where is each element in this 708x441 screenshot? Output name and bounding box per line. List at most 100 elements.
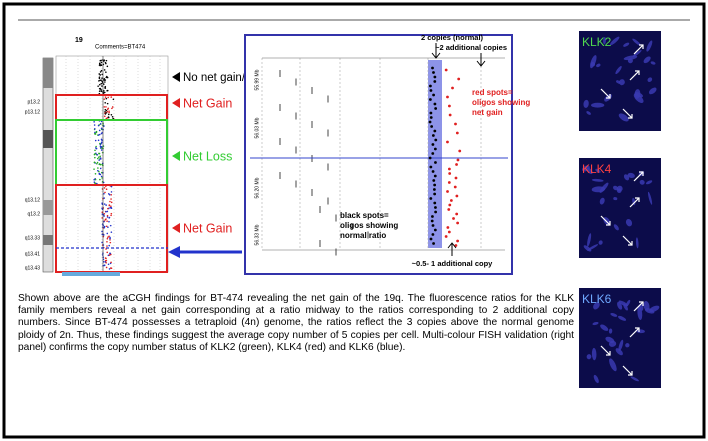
dot [101,241,103,244]
dot [447,181,451,184]
dot [93,161,96,164]
dot [102,60,105,62]
dot [433,102,437,106]
dot [111,106,114,108]
dot [94,139,97,142]
axis-label: 56.33 Mb [254,224,260,245]
band-label: q13.33 [25,235,41,241]
dot [103,220,105,223]
signal-arrow [633,44,644,55]
dot [98,77,101,80]
dot [93,128,96,130]
signal-arrow [628,371,633,376]
dot [105,248,107,250]
dot [107,236,109,238]
dot [101,233,104,236]
dot [97,85,99,87]
dot [104,191,106,194]
dot [429,111,433,115]
chromosome-spread [616,80,621,84]
chromosome-spread [613,224,619,231]
chromosome-spread [632,50,642,58]
chromosome-spread [639,179,645,185]
signal-arrow [628,114,633,119]
dot [100,64,103,66]
dot [108,193,111,196]
dot [110,214,112,217]
signal-arrow [639,171,644,176]
dot [105,76,108,79]
dot [107,96,109,99]
pointer [172,223,180,233]
chromosome-spread [618,113,629,122]
dot [100,175,103,178]
signal-arrow [629,327,640,338]
dot [448,203,452,207]
dot [98,90,101,92]
chromosome-spread [591,347,597,361]
dot [98,62,101,65]
chromosome-spread [632,38,641,46]
dot [101,73,103,76]
dot [98,129,101,132]
signal-arrow [622,108,633,119]
dot [106,214,109,217]
signal-arrow [633,301,644,312]
dot [102,83,105,85]
dot [99,122,102,125]
chromosome-spread [587,233,592,247]
dot [105,97,108,100]
dot [100,88,102,91]
dot [107,207,109,210]
signal-arrow [629,70,640,81]
fish-label: KLK2 [582,35,612,49]
dot [94,149,96,152]
dot [454,122,457,126]
chromosome-spread [635,237,639,249]
dot [100,138,103,141]
dot [106,210,109,213]
dot [109,237,111,240]
dot [455,163,458,166]
dot [103,203,106,205]
dot [429,165,433,169]
chromosome-spread [596,63,601,68]
signal-arrow [600,88,611,99]
dot [434,107,438,110]
dot [105,106,107,108]
dot [95,147,98,150]
signal-arrow [600,345,611,356]
dot [103,106,106,108]
chromosome-spread [618,339,624,352]
dot [101,177,103,179]
chromosome-spread [600,324,609,331]
pointer [476,60,486,67]
dot [448,104,451,108]
dot [95,145,97,148]
dot [447,230,451,234]
annotation: Net Gain [183,96,232,110]
dot [110,185,113,188]
ideogram-band [43,200,53,215]
dot [433,147,437,151]
dot [102,234,105,236]
dot [94,172,97,175]
dot [432,179,436,182]
dot [109,200,111,203]
dot [109,224,112,227]
chromosome-spread [645,180,653,185]
dot [109,206,111,209]
dot [432,71,435,74]
dot [98,159,100,161]
annotation: black spots= [340,211,389,220]
dot [105,257,107,260]
normal-band [428,60,442,248]
dot [108,244,111,247]
dot [98,170,100,173]
dot [106,232,109,235]
dot [456,239,459,243]
dot [96,161,99,164]
dot [93,168,95,170]
axis-label: 56.03 Mb [254,117,260,138]
dot [105,210,107,213]
